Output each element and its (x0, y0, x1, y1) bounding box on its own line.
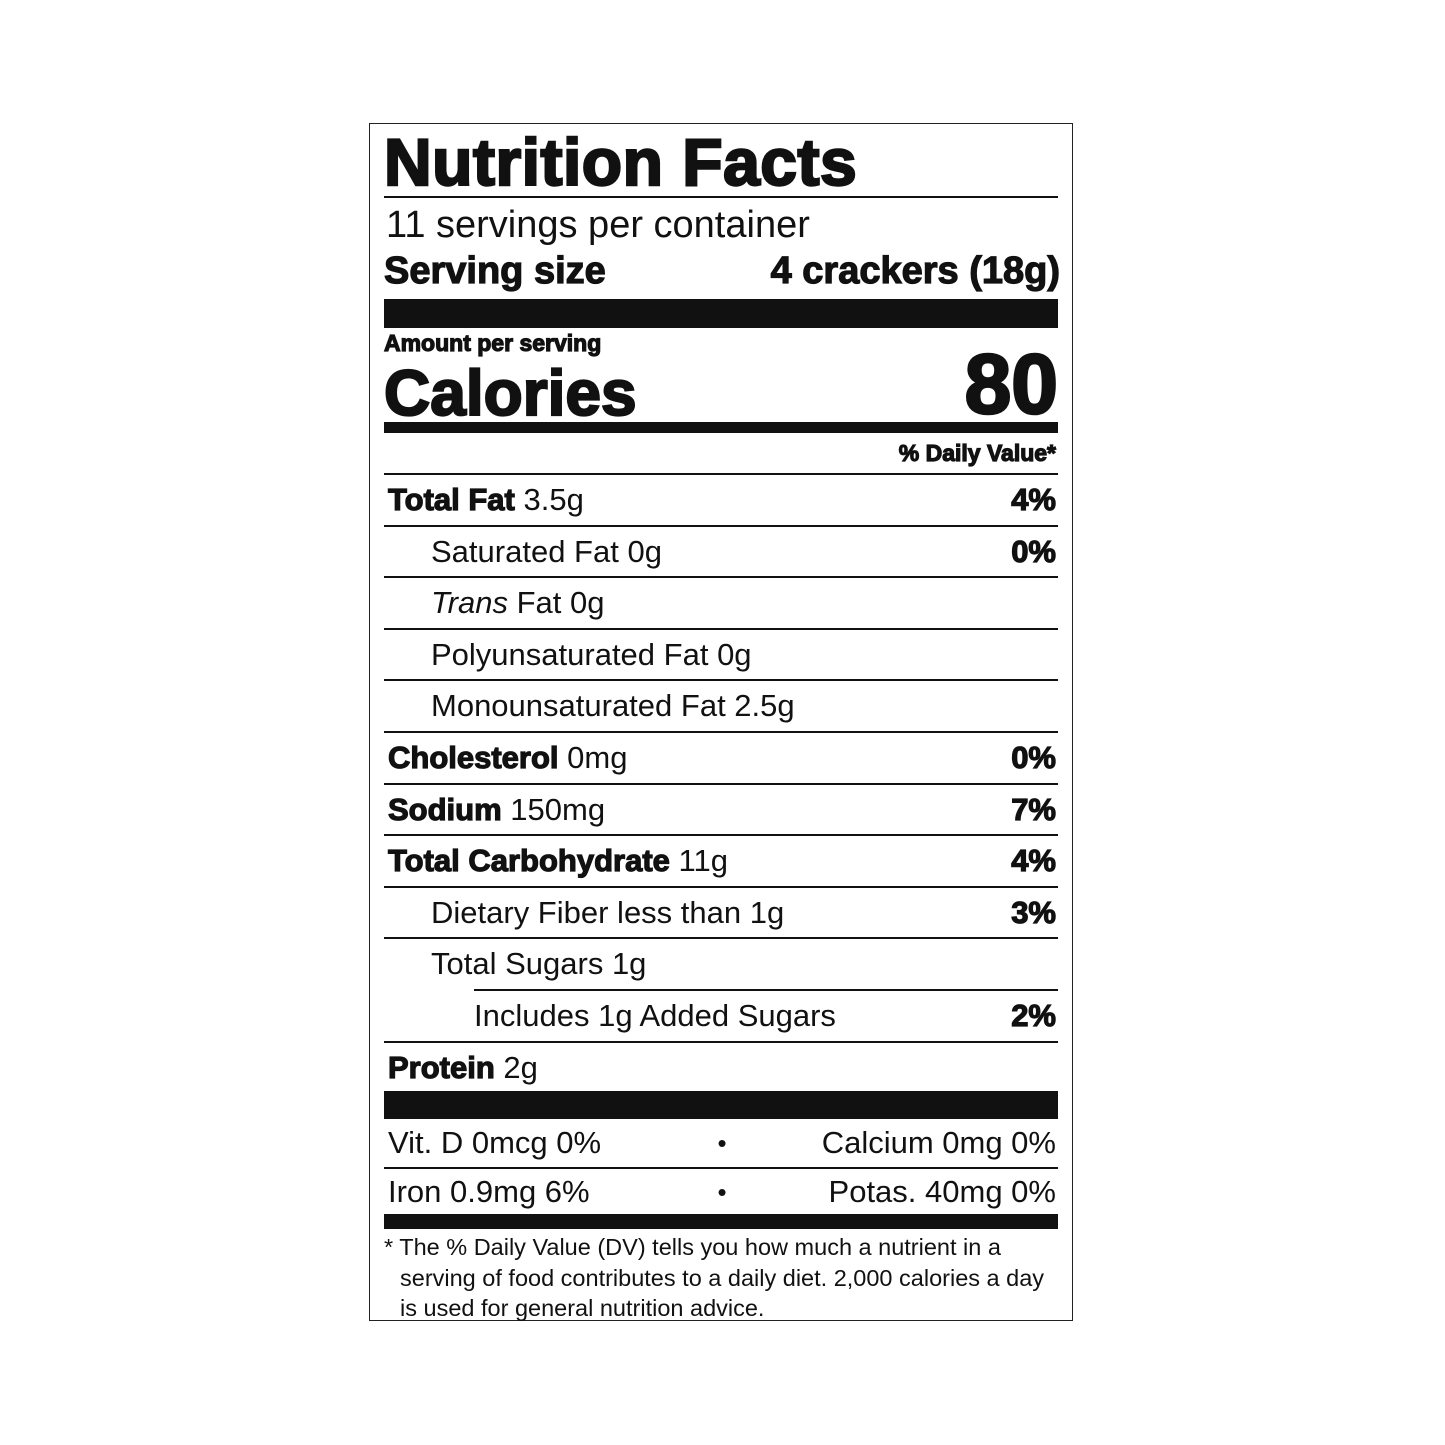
nutrient-amount: 0g (618, 533, 662, 569)
vitamin-left: Iron 0.9mg 6% (388, 1174, 590, 1209)
nutrient-row: Sodium 150mg 7% (384, 782, 1058, 835)
nutrient-amount: 0g (708, 636, 752, 672)
nutrient-label: Dietary Fiber (431, 894, 609, 930)
separator-dot: • (717, 1176, 727, 1207)
nutrient-amount: 2g (494, 1049, 538, 1085)
nutrient-label: Protein (387, 1049, 495, 1085)
serving-size-label: Serving size (383, 249, 606, 292)
nutrient-row: Total Fat 3.5g 4% (384, 473, 1058, 525)
thick-bar (384, 299, 1058, 328)
nutrient-amount: 3.5g (514, 482, 584, 517)
nutrient-name: Total Fat 3.5g (384, 481, 584, 518)
nutrient-daily-value: 4% (1011, 843, 1057, 879)
nutrient-row: Polyunsaturated Fat 0g (384, 627, 1058, 680)
nutrient-amount: 0g (561, 585, 605, 621)
nutrient-label: Saturated Fat (431, 533, 619, 569)
nutrient-name: Monounsaturated Fat 2.5g (384, 688, 795, 724)
nutrition-facts-label: Nutrition Facts 11 servings per containe… (369, 123, 1073, 1321)
nutrient-amount: 0mg (558, 740, 628, 775)
vitamin-right: Potas. 40mg 0% (828, 1174, 1056, 1209)
label-title: Nutrition Facts (383, 124, 858, 200)
nutrient-label: Total Sugars (431, 946, 604, 982)
nutrient-daily-value: 0% (1011, 739, 1057, 775)
nutrient-name: Sodium 150mg (384, 791, 606, 828)
nutrient-name: Saturated Fat 0g (384, 534, 662, 570)
thick-bar (384, 1091, 1058, 1119)
footnote: * The % Daily Value (DV) tells you how m… (384, 1234, 1045, 1321)
nutrient-row: Total Sugars 1g (384, 937, 1058, 989)
nutrient-row: Total Carbohydrate 11g 4% (384, 834, 1058, 886)
nutrient-row: Saturated Fat 0g 0% (384, 524, 1058, 577)
nutrient-amount: 1g (603, 946, 647, 982)
serving-size-value: 4 crackers (18g) (770, 249, 1061, 292)
nutrient-name: Total Sugars 1g (384, 946, 646, 982)
nutrient-label: Total Fat (387, 481, 515, 517)
nutrient-name: Includes 1g Added Sugars (474, 998, 836, 1034)
vitamin-right: Calcium 0mg 0% (821, 1125, 1056, 1160)
medium-bar (384, 422, 1058, 433)
nutrient-label: Monounsaturated Fat (431, 688, 726, 724)
nutrient-label: Sodium (387, 791, 502, 827)
medium-bar (384, 1214, 1058, 1229)
nutrient-name: Dietary Fiber less than 1g (384, 895, 784, 931)
amount-per-serving: Amount per serving (383, 329, 602, 356)
nutrient-label: Polyunsaturated Fat (431, 636, 709, 672)
nutrient-daily-value: 0% (1011, 533, 1057, 569)
nutrient-name: Trans Fat 0g (431, 585, 605, 621)
nutrient-row: Includes 1g Added Sugars 2% (474, 989, 1058, 1041)
nutrient-name: Total Carbohydrate 11g (384, 843, 728, 879)
nutrient-label: Includes 1g Added Sugars (474, 998, 836, 1033)
calories-label: Calories (383, 356, 638, 430)
nutrient-row: Cholesterol 0mg 0% (384, 731, 1058, 783)
nutrient-row: Protein 2g (384, 1040, 1058, 1093)
nutrient-row: Dietary Fiber less than 1g 3% (384, 885, 1058, 938)
nutrient-name: Polyunsaturated Fat 0g (384, 637, 752, 673)
nutrient-daily-value: 3% (1011, 894, 1057, 930)
calories-value: 80 (963, 336, 1059, 433)
nutrient-name: Protein 2g (384, 1049, 538, 1086)
vitamin-left: Vit. D 0mcg 0% (388, 1125, 602, 1160)
nutrient-label: Trans (431, 585, 508, 621)
vitamin-row: Vit. D 0mcg 0% • Calcium 0mg 0% (384, 1119, 1058, 1167)
nutrient-daily-value: 7% (1011, 791, 1057, 827)
nutrient-row: Trans Fat 0g (384, 576, 1058, 628)
nutrient-amount: 150mg (501, 791, 606, 827)
nutrient-row: Monounsaturated Fat 2.5g (384, 679, 1058, 731)
nutrient-amount: less than 1g (608, 894, 785, 930)
nutrient-label: Cholesterol (387, 739, 559, 775)
nutrient-daily-value: 4% (1011, 481, 1057, 517)
serving-size: Serving size 4 crackers (18g) (383, 249, 1061, 293)
separator-dot: • (717, 1127, 727, 1158)
nutrient-name: Cholesterol 0mg (384, 739, 628, 776)
daily-value-header: % Daily Value* (898, 439, 1056, 466)
nutrient-amount: 2.5g (725, 688, 795, 724)
divider (384, 196, 1058, 198)
vitamin-row: Iron 0.9mg 6% • Potas. 40mg 0% (384, 1167, 1058, 1215)
nutrient-amount: 11g (669, 843, 728, 879)
servings-per-container: 11 servings per container (386, 204, 810, 246)
nutrient-daily-value: 2% (1011, 997, 1057, 1033)
nutrient-label: Total Carbohydrate (387, 843, 670, 879)
